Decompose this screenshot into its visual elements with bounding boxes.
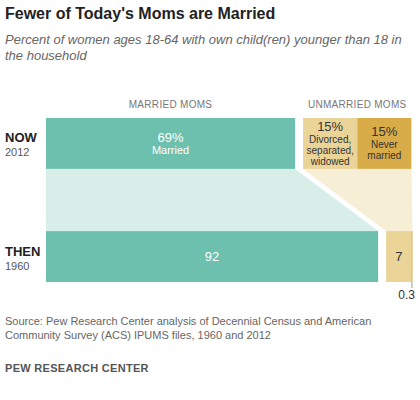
category-year: 2012: [5, 146, 29, 158]
series-name: Divorced,separated,widowed: [307, 134, 354, 167]
bar-segment: [46, 231, 378, 282]
text-line: Percent of women ages 18-64 with own chi…: [5, 32, 402, 47]
chart: Fewer of Today's Moms are Married Percent…: [0, 0, 420, 400]
text-line: Source: Pew Research Center analysis of …: [5, 315, 371, 327]
credit: PEW RESEARCH CENTER: [5, 362, 149, 374]
series-name: Married: [152, 144, 189, 156]
data-label: 7: [395, 249, 402, 264]
bar-segment: [386, 231, 411, 282]
data-label: 92: [205, 249, 219, 264]
title: Fewer of Today's Moms are Married: [5, 5, 275, 22]
text-line: widowed: [310, 156, 350, 167]
data-label: 15%: [317, 119, 343, 134]
text-line: Married: [152, 144, 189, 156]
connector: [303, 169, 412, 231]
bar-segment: [46, 118, 295, 169]
text-line: separated,: [307, 145, 354, 156]
text-line: Community Survey (ACS) IPUMS files, 1960…: [5, 329, 271, 341]
bar-segment: [411, 231, 412, 282]
data-label: 69%: [158, 130, 184, 145]
subtitle: Percent of women ages 18-64 with own chi…: [5, 32, 402, 63]
source: Source: Pew Research Center analysis of …: [5, 315, 371, 341]
text-line: the household: [5, 48, 87, 63]
category-label: NOW: [5, 130, 38, 145]
plot-area: [46, 118, 412, 282]
text-line: Divorced,: [309, 134, 351, 145]
category-year: 1960: [5, 260, 29, 272]
text-line: Never: [371, 139, 398, 150]
bar-segment: [357, 118, 411, 169]
bar-segment: [303, 118, 357, 169]
category-label: THEN: [5, 244, 40, 259]
group-label: MARRIED MOMS: [129, 99, 213, 110]
data-label: 15%: [371, 124, 397, 139]
text-line: married: [367, 150, 401, 161]
data-label: 0.3: [398, 288, 415, 302]
group-label: UNMARRIED MOMS: [308, 99, 407, 110]
series-name: Nevermarried: [367, 139, 401, 161]
